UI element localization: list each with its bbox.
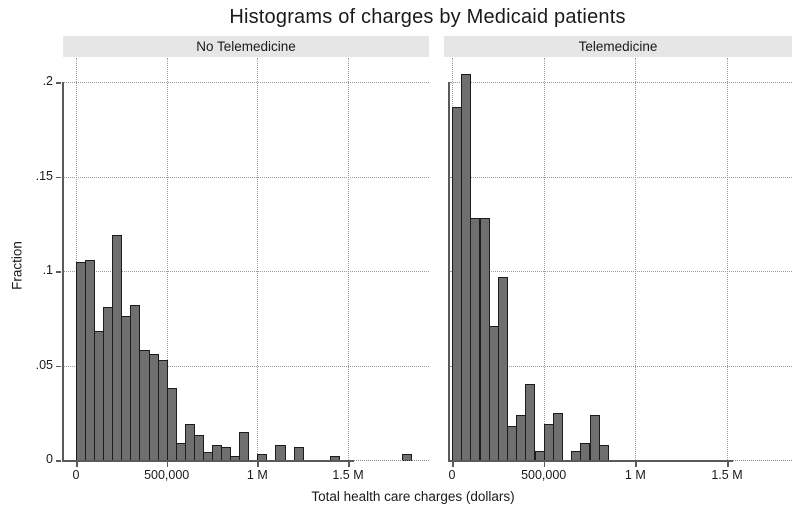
x-axis-line-extension [354,460,429,461]
chart-title: Histograms of charges by Medicaid patien… [229,6,626,28]
tick-mark [76,461,78,467]
gridline [64,82,429,83]
gridline [727,58,728,460]
x-tick-label: 1 M [624,468,646,482]
histogram-bar [239,431,250,461]
panel-header-telemedicine: Telemedicine [444,36,792,57]
gridline [450,82,792,83]
gridline [64,365,429,367]
y-tick-label: .05 [35,357,53,372]
x-tick-label: 0 [72,468,80,482]
histogram-bar [275,444,286,461]
gridline [166,58,168,460]
histogram-bar [598,444,609,461]
tick-mark [56,82,61,84]
tick-mark [56,365,61,367]
tick-mark [56,460,61,462]
gridline [257,58,259,460]
gridline [635,58,637,460]
gridline [450,176,792,178]
x-tick-label: 1 M [246,468,268,482]
tick-mark [257,461,259,467]
x-tick-label: 1.5 M [332,468,364,482]
tick-mark [56,271,61,273]
y-tick-label: .2 [42,74,53,88]
x-tick-label: 0 [448,468,456,482]
tick-mark [452,461,454,467]
gridline [76,58,77,460]
histogram-bar [552,412,563,461]
y-axis-line [62,82,64,461]
y-tick-label: 0 [46,452,53,466]
x-axis-line-extension [733,460,792,461]
tick-mark [635,461,637,467]
x-axis-line [62,460,354,462]
x-tick-label: 1.5 M [711,468,743,482]
histogram-bar [293,446,304,461]
gridline [543,58,545,460]
y-tick-label: .15 [35,168,53,183]
tick-mark [727,461,729,467]
x-tick-label: 500,000 [521,468,567,482]
y-tick-label: .1 [42,263,53,277]
gridline [450,365,792,367]
gridline [450,271,792,272]
y-axis-line [448,82,450,461]
tick-mark [56,176,61,178]
tick-mark [543,461,546,467]
x-axis-line [448,460,733,462]
histogram-bar [525,384,536,461]
gridline [64,271,429,272]
gridline [64,176,429,178]
tick-mark [166,461,169,467]
gridline [348,58,349,460]
panel-header-no-telemedicine: No Telemedicine [63,36,429,57]
tick-mark [348,461,350,467]
x-axis-label: Total health care charges (dollars) [311,489,515,504]
x-tick-label: 500,000 [144,468,190,482]
